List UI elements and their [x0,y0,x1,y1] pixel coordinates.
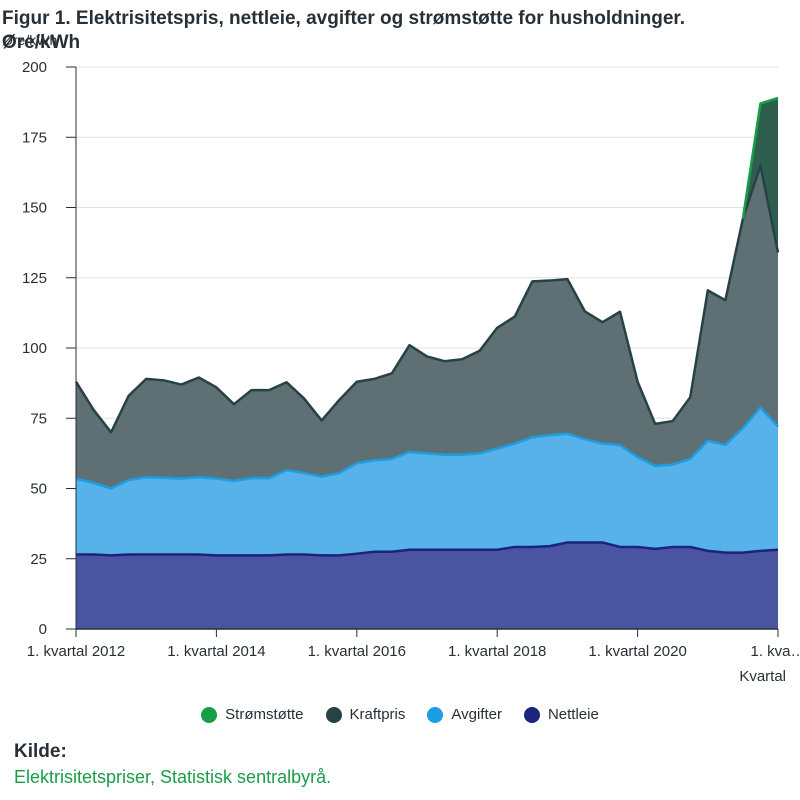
source-link[interactable]: Elektrisitetspriser, Statistisk sentralb… [14,767,332,787]
legend-item-avgifter[interactable]: Avgifter [427,706,502,723]
x-tick-label: 1. kvartal 2020 [588,643,686,660]
area-chart: 0 25 50 75 100 125 150 175 200 1. kvartal 2012 1. … [22,59,800,685]
x-tick-label: 1. kvartal 2016 [308,643,406,660]
line-avgifter [75,406,779,490]
x-tick-label: 1. kvartal 2012 [27,643,125,660]
line-stromstotte [741,96,779,219]
line-kraftpris [74,164,780,434]
y-tick-label: 125 [22,270,47,287]
area-kraftpris [76,165,778,489]
legend-swatch [523,706,540,723]
x-tick-label: 1. kvartal 2014 [167,643,265,660]
y-tick-label: 25 [30,551,47,568]
y-tick-label: 50 [30,481,47,498]
legend-swatch [325,706,342,723]
axes: 0 25 50 75 100 125 150 175 200 1. kvartal 2012 1. … [22,59,800,660]
source-label: Kilde: [14,741,67,762]
chart-title: Figur 1. Elektrisitetspris, nettleie, av… [2,8,686,53]
x-tick-label: 1. kva… [750,643,800,660]
y-tick-label: 150 [22,200,47,217]
legend-label: Strømstøtte [225,706,304,723]
y-tick-label: 175 [22,129,47,146]
x-tick-label: 1. kvartal 2018 [448,643,546,660]
y-tick-label: 75 [30,410,47,427]
legend-item-nettleie[interactable]: Nettleie [523,706,599,723]
area-nettleie [76,542,778,629]
x-axis-label: Kvartal [739,668,786,685]
legend-item-kraftpris[interactable]: Kraftpris [325,706,406,723]
legend-swatch [427,706,444,723]
y-tick-label: 0 [39,621,47,638]
legend-label: Nettleie [547,706,599,723]
y-tick-label: 200 [22,59,47,76]
y-tick-label: 100 [22,340,47,357]
legend-item-stromstotte[interactable]: Strømstøtte [201,706,304,723]
legend-swatch [201,706,218,723]
legend: Strømstøtte Kraftpris Avgifter Nettleie [0,706,800,723]
legend-label: Avgifter [451,706,502,723]
series-lines [74,96,780,557]
legend-label: Kraftpris [349,706,406,723]
line-nettleie [76,541,779,557]
y-axis-unit-label: Øre/kWh [2,32,58,48]
stacked-areas [76,97,778,629]
